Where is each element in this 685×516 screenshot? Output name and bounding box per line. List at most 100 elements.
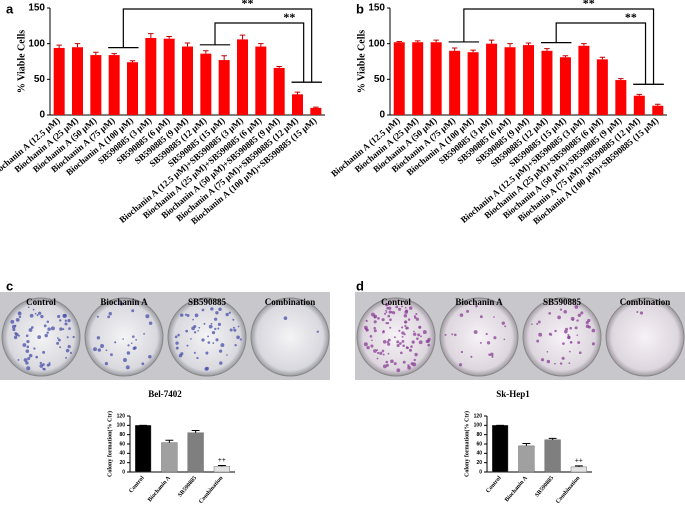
colony xyxy=(218,349,223,353)
colony xyxy=(40,314,44,319)
colony xyxy=(143,332,145,335)
colony xyxy=(418,325,422,329)
colony xyxy=(50,326,55,331)
error-bar xyxy=(148,33,154,38)
colony xyxy=(401,331,405,335)
error-bar xyxy=(217,464,226,467)
colony xyxy=(174,335,178,339)
colony xyxy=(193,324,197,328)
colony xyxy=(420,335,422,338)
well xyxy=(250,297,330,377)
colony xyxy=(47,327,51,331)
colony xyxy=(122,338,124,340)
bar xyxy=(213,466,230,473)
colony xyxy=(401,305,403,308)
error-bar xyxy=(636,93,643,96)
y-tick-label: 100 xyxy=(474,423,483,429)
y-tick-label: 0 xyxy=(122,469,125,475)
colony xyxy=(401,335,404,338)
bar xyxy=(486,43,498,115)
colony xyxy=(406,326,409,330)
cell-line-label: Sk-Hep1 xyxy=(496,389,530,399)
bar xyxy=(492,425,509,473)
colony xyxy=(577,341,581,344)
colony xyxy=(569,341,573,344)
colony xyxy=(427,337,431,341)
colony xyxy=(46,331,49,334)
colony xyxy=(559,362,563,365)
colony xyxy=(133,346,137,350)
y-tick-label: 0 xyxy=(479,469,482,475)
colony xyxy=(504,325,507,328)
colony xyxy=(548,332,552,336)
y-tick-label: 20 xyxy=(119,460,125,466)
colony xyxy=(562,342,565,345)
colony xyxy=(479,315,483,319)
colony xyxy=(382,353,385,356)
colony xyxy=(576,334,579,336)
colony xyxy=(30,326,34,329)
error-bar xyxy=(258,43,264,47)
colony xyxy=(384,312,387,315)
bar xyxy=(633,95,645,115)
well-label: SB590885 xyxy=(188,297,227,307)
colony xyxy=(393,336,396,339)
bar xyxy=(310,107,322,115)
colony xyxy=(536,322,539,325)
colony xyxy=(369,335,373,338)
colony xyxy=(486,341,491,345)
colony xyxy=(475,304,478,308)
colony xyxy=(587,318,591,323)
colony xyxy=(316,330,319,333)
colony xyxy=(371,339,373,342)
error-bar xyxy=(111,53,117,56)
colony xyxy=(37,335,42,340)
error-bar xyxy=(191,429,200,433)
colony xyxy=(145,314,150,319)
colony xyxy=(201,308,205,312)
colony xyxy=(198,326,201,329)
colony xyxy=(96,336,101,340)
colony xyxy=(591,342,595,346)
colony xyxy=(114,341,117,344)
colony xyxy=(228,311,231,314)
colony xyxy=(385,311,388,313)
x-tick-label: SB590885 xyxy=(534,475,555,498)
colony xyxy=(531,323,533,325)
colony xyxy=(382,330,385,334)
colony xyxy=(97,348,102,352)
colony xyxy=(67,344,71,349)
well-label: Combination xyxy=(620,297,671,307)
colony xyxy=(219,361,223,365)
colony xyxy=(119,302,124,306)
y-tick-label: 0 xyxy=(379,110,385,121)
colony xyxy=(381,318,385,322)
colony xyxy=(177,333,180,337)
colony xyxy=(485,332,488,336)
colony xyxy=(479,341,482,344)
colony xyxy=(56,341,60,345)
y-axis-label: % Viable Cells xyxy=(16,30,27,93)
colony xyxy=(237,325,240,328)
colony xyxy=(59,346,62,349)
colony xyxy=(409,306,413,310)
colony xyxy=(585,324,590,329)
error-bar xyxy=(414,40,421,43)
colony xyxy=(203,322,206,325)
colony xyxy=(26,366,31,371)
error-bar xyxy=(507,43,513,48)
error-bar xyxy=(655,103,661,106)
colony xyxy=(415,313,418,316)
colony xyxy=(179,313,184,317)
colony xyxy=(406,346,409,350)
colony xyxy=(108,312,112,316)
colony xyxy=(404,320,408,324)
colony xyxy=(126,351,131,355)
colony xyxy=(127,344,130,347)
colony xyxy=(23,358,28,362)
error-bar xyxy=(276,65,282,68)
colony xyxy=(196,356,199,360)
colony xyxy=(64,322,68,326)
colony xyxy=(459,313,464,317)
error-bar xyxy=(562,55,569,58)
